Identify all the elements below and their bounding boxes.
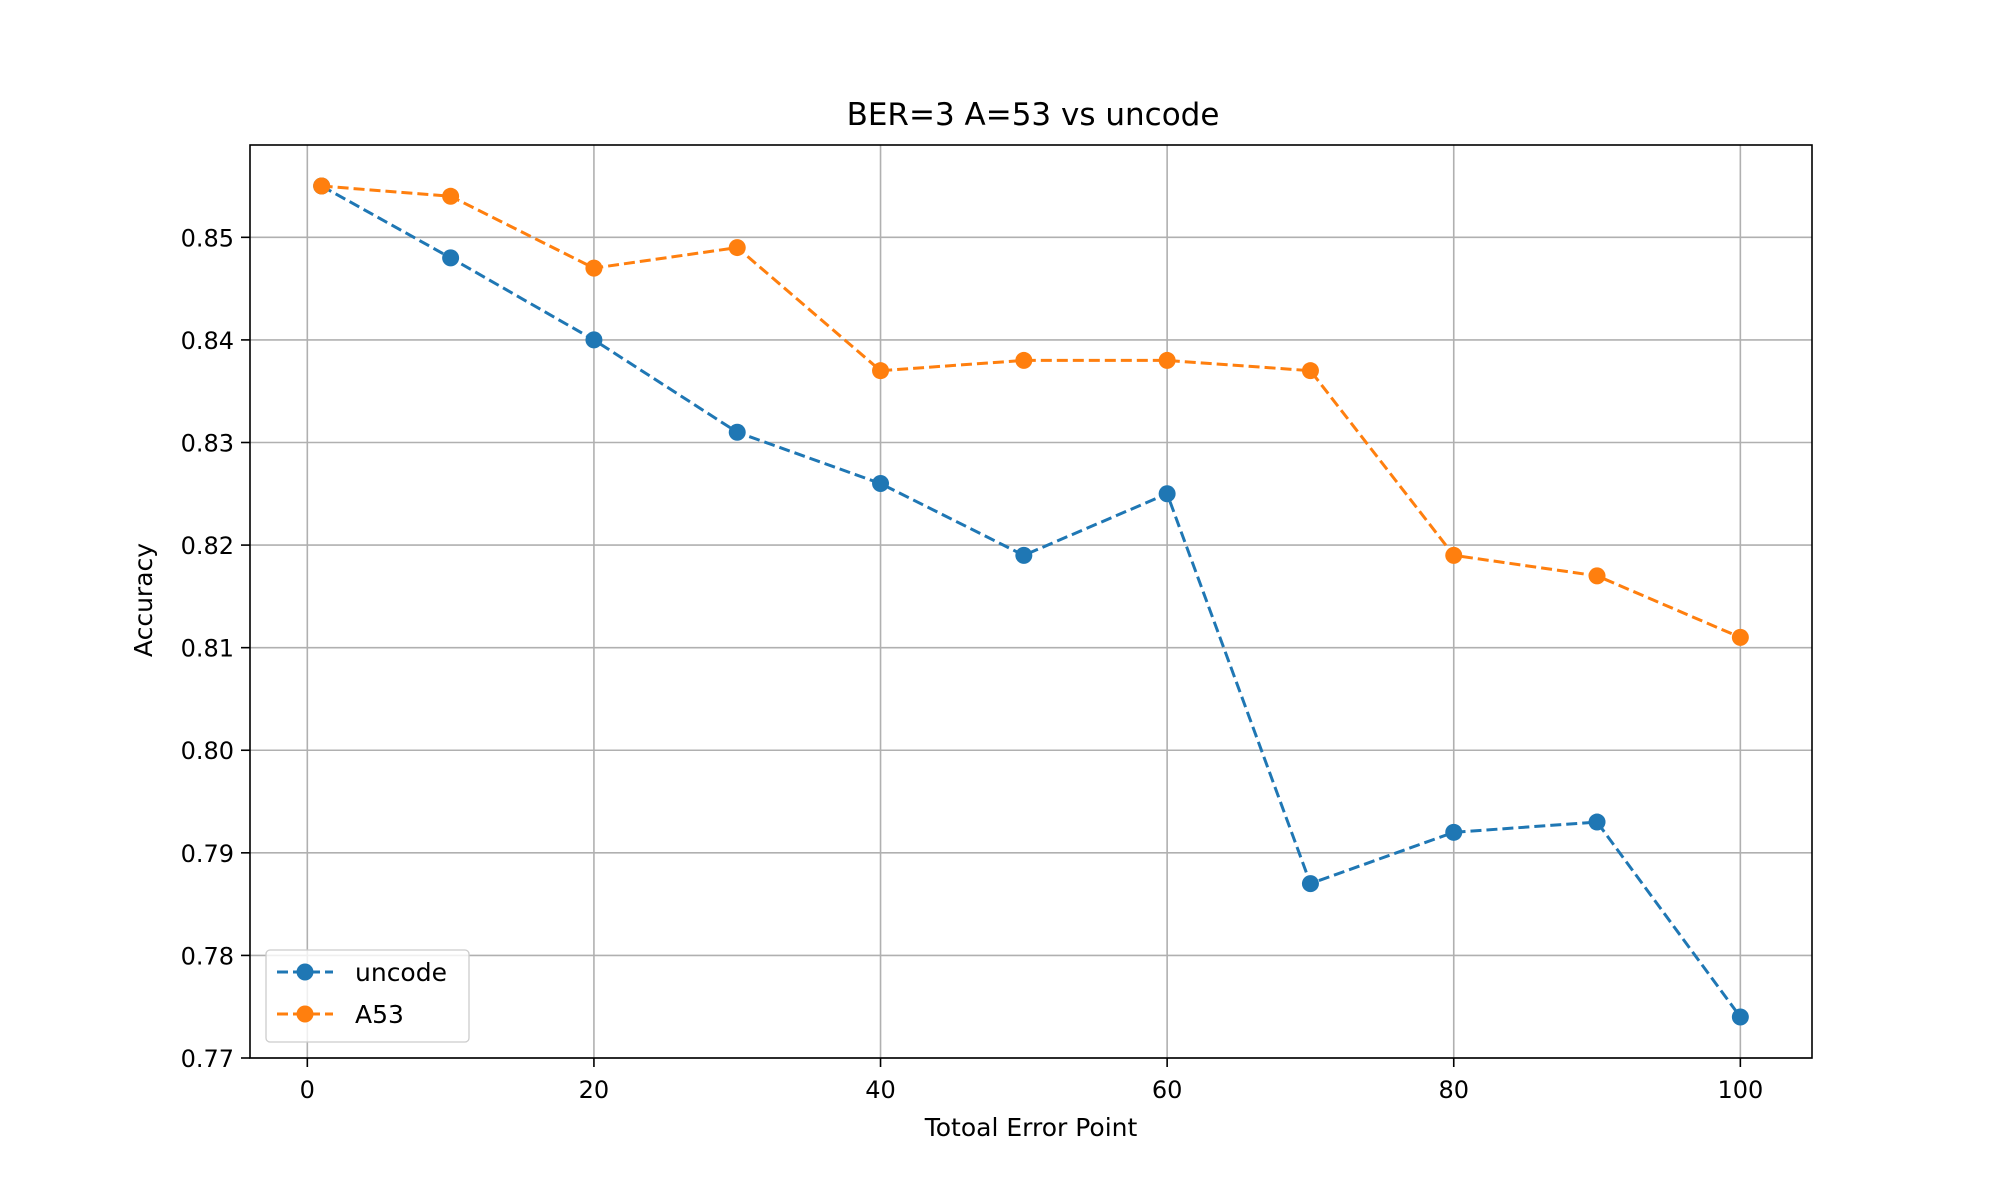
data-point-a53 [728,239,746,257]
x-tick-label: 20 [579,1076,610,1104]
y-tick-label: 0.77 [181,1045,234,1073]
data-point-a53 [872,362,890,380]
data-point-a53 [1588,567,1606,585]
x-tick-label: 80 [1438,1076,1469,1104]
data-point-a53 [585,259,603,277]
data-point-uncode [1015,546,1033,564]
x-axis-label: Totoal Error Point [924,1113,1138,1142]
data-point-a53 [313,177,331,195]
x-tick-label: 100 [1717,1076,1763,1104]
series-line-a53 [321,184,1741,639]
data-point-uncode [728,423,746,441]
y-tick-label: 0.85 [181,224,234,252]
y-tick-label: 0.80 [181,737,234,765]
y-tick-label: 0.83 [181,429,234,457]
legend-uncode-marker [296,963,314,981]
series-layer [313,177,1749,1026]
legend-a53-label: A53 [355,1000,404,1029]
y-tick-label: 0.79 [181,840,234,868]
x-tick-label: 0 [300,1076,315,1104]
data-point-a53 [1015,351,1033,369]
y-tick-label: 0.78 [181,942,234,970]
y-tick-label: 0.84 [181,327,234,355]
data-point-uncode [1731,1008,1749,1026]
data-point-uncode [442,249,460,267]
chart-title: BER=3 A=53 vs uncode [847,97,1220,133]
data-point-uncode [872,475,890,493]
data-point-a53 [1731,628,1749,646]
x-tick-label: 40 [865,1076,896,1104]
y-tick-label: 0.82 [181,532,234,560]
data-point-a53 [442,187,460,205]
data-point-uncode [1445,823,1463,841]
data-point-a53 [1301,362,1319,380]
y-axis-label: Accuracy [129,543,158,657]
plot-frame [249,144,1813,1059]
data-point-uncode [1158,485,1176,503]
legend-uncode-label: uncode [355,958,447,987]
data-point-uncode [1588,813,1606,831]
data-point-a53 [1445,546,1463,564]
data-point-uncode [585,331,603,349]
axis-ticks: 0 20 40 60 80 100 0.77 0.78 0.79 0.80 0.81 0.82 0.83… [181,224,1764,1104]
series-line-uncode [320,184,1742,1018]
data-point-a53 [1158,351,1176,369]
grid [250,145,1812,1059]
legend: uncode A53 [265,949,470,1043]
data-point-uncode [1301,875,1319,893]
x-tick-label: 60 [1152,1076,1183,1104]
legend-a53-marker [296,1005,314,1023]
y-tick-label: 0.81 [181,635,234,663]
